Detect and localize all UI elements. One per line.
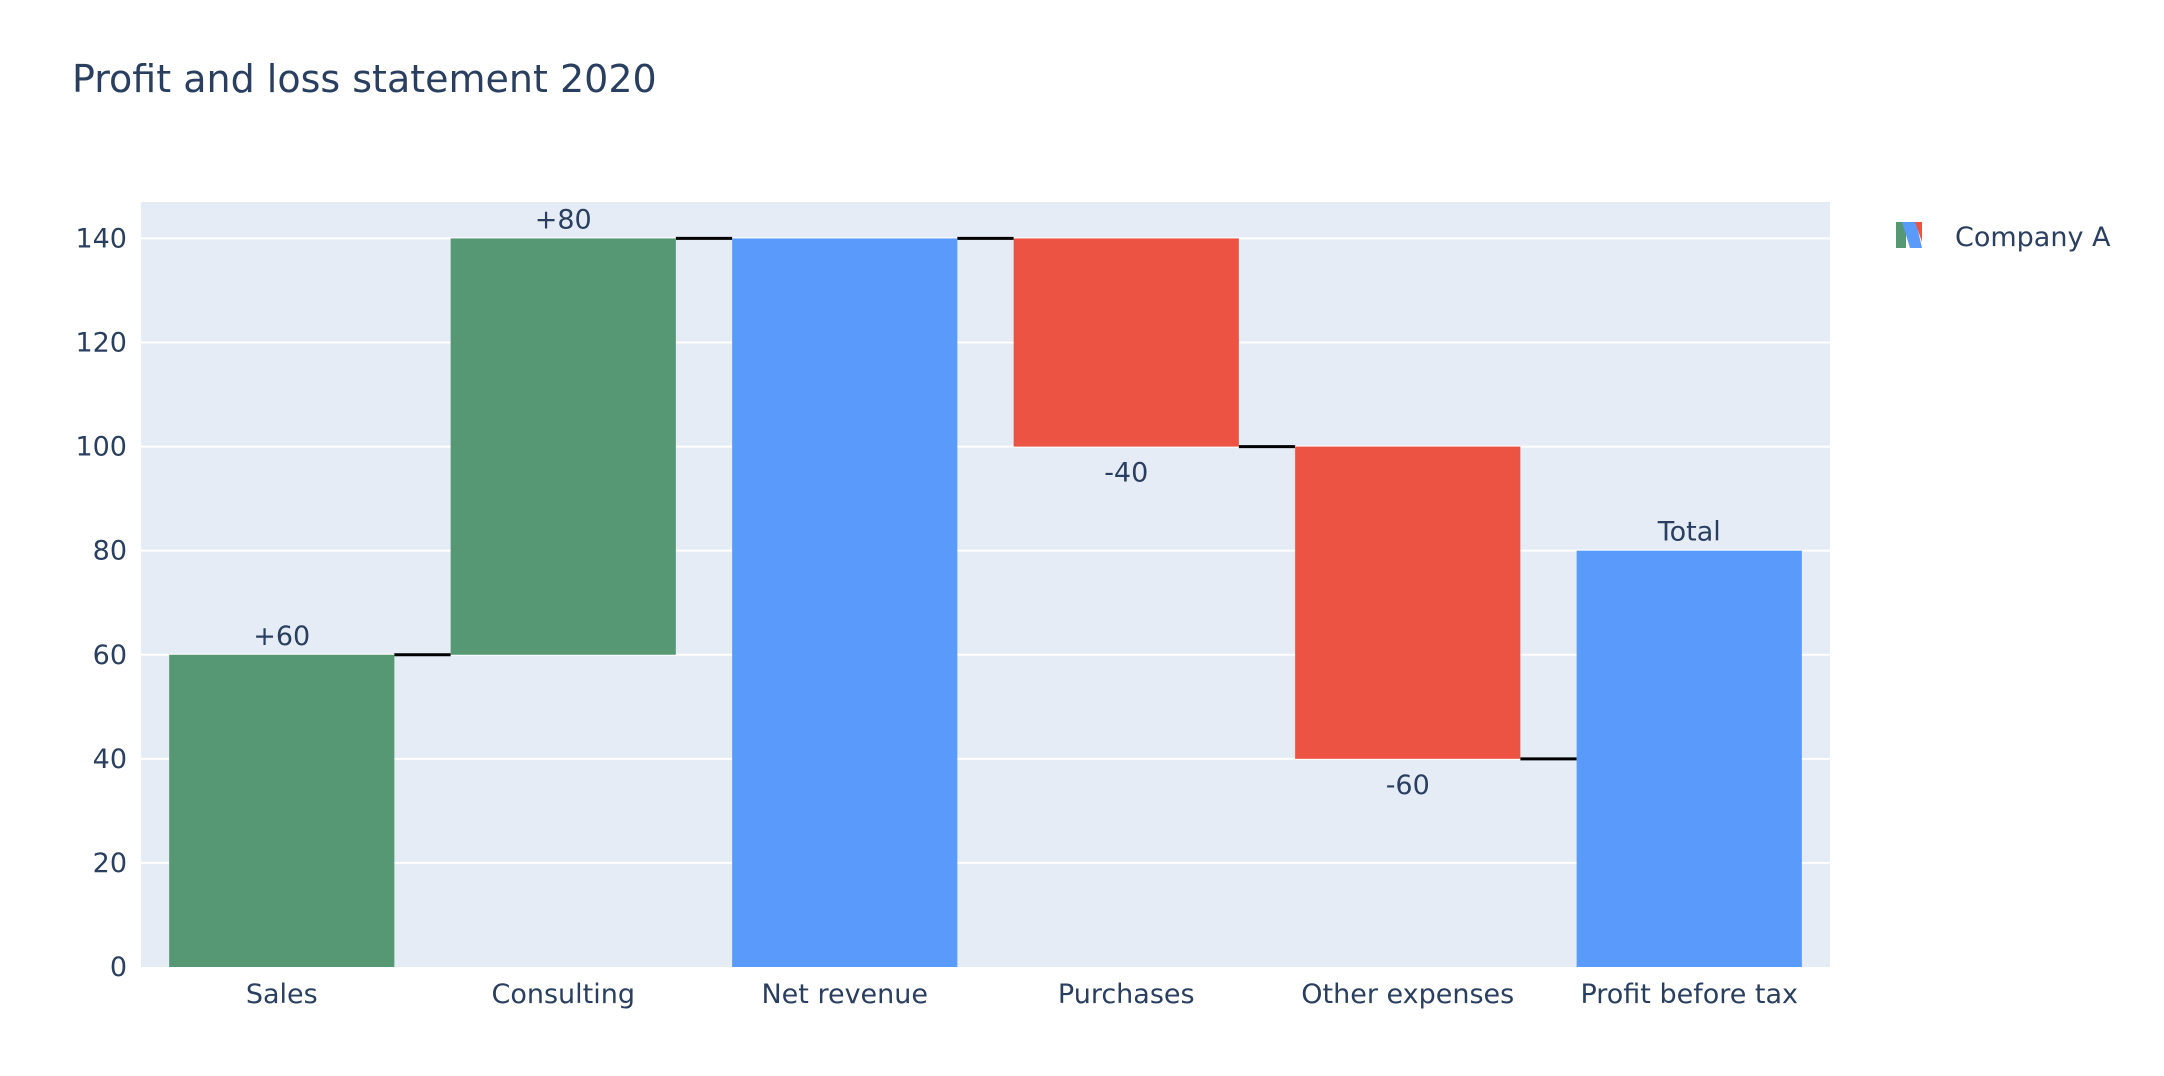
legend-entry-company-a[interactable]: Company A (1955, 222, 2111, 253)
y-tick-label-60: 60 (93, 640, 127, 671)
x-tick-label-profit-before-tax: Profit before tax (1580, 979, 1798, 1010)
data-label-profit-before-tax: Total (1657, 517, 1721, 548)
x-tick-label-consulting: Consulting (491, 979, 635, 1010)
bar-sales (169, 654, 395, 967)
x-tick-label-purchases: Purchases (1058, 979, 1195, 1010)
y-tick-label-140: 140 (75, 223, 127, 254)
bar-other-expenses (1295, 446, 1521, 759)
y-tick-label-0: 0 (110, 952, 127, 983)
legend[interactable]: Company A (1896, 222, 2111, 253)
data-label-other-expenses: -60 (1386, 770, 1430, 801)
bar-profit-before-tax (1576, 550, 1802, 967)
y-tick-label-80: 80 (93, 536, 127, 567)
y-tick-label-100: 100 (75, 432, 127, 463)
data-label-sales: +60 (253, 621, 310, 652)
y-tick-label-40: 40 (93, 744, 127, 775)
connector-lines (394, 236, 1577, 761)
x-tick-label-other-expenses: Other expenses (1301, 979, 1514, 1010)
legend-swatch-total (1902, 222, 1922, 248)
x-tick-label-net-revenue: Net revenue (761, 979, 928, 1010)
bar-consulting (450, 238, 676, 655)
y-tick-label-20: 20 (93, 848, 127, 879)
data-label-consulting: +80 (535, 204, 592, 235)
chart-title: Profit and loss statement 2020 (72, 57, 657, 101)
data-label-purchases: -40 (1104, 458, 1148, 489)
x-axis: Sales Consulting Net revenue Purchases Other… (246, 979, 1798, 1010)
legend-swatch-decreasing (1915, 222, 1922, 242)
bars (169, 238, 1802, 967)
bar-net-revenue (732, 238, 958, 967)
legend-swatch-icon[interactable] (1896, 222, 1922, 248)
y-tick-label-120: 120 (75, 328, 127, 359)
x-tick-label-sales: Sales (246, 979, 318, 1010)
plot-background (141, 202, 1830, 967)
legend-swatch-increasing (1896, 222, 1906, 248)
bar-purchases (1013, 238, 1239, 447)
y-axis: 0 20 40 60 80 100 120 140 (75, 223, 127, 983)
data-labels: +60 +80 -40 -60 Total (253, 204, 1721, 800)
